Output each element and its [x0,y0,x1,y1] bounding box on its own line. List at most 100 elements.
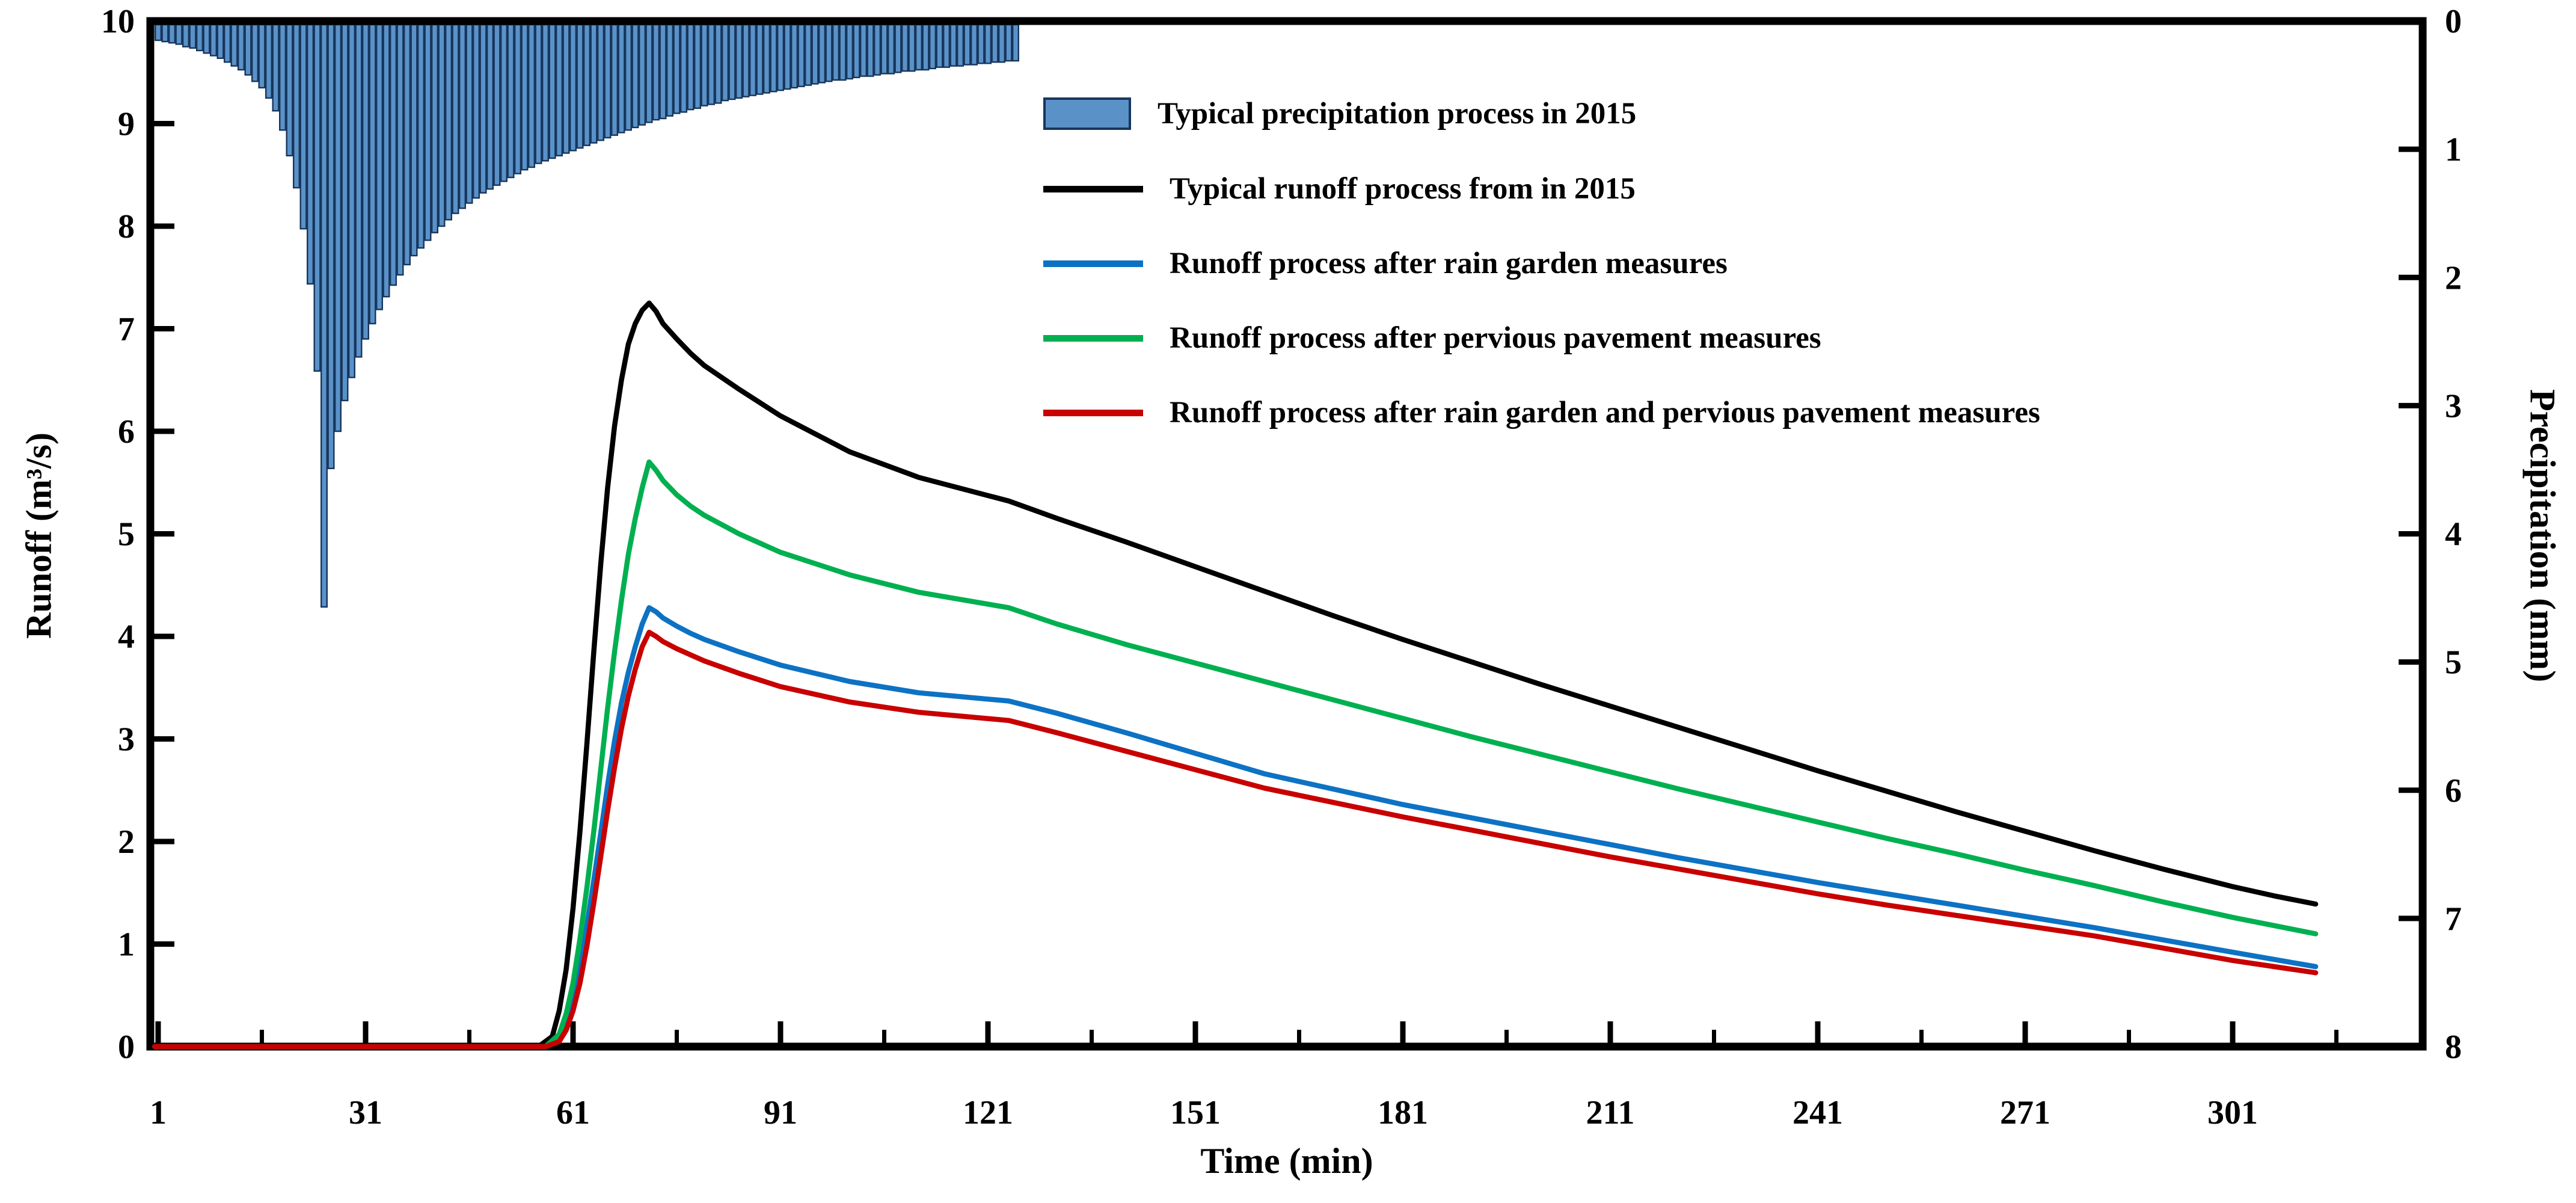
precip-bar [735,23,743,99]
pervious_pavement-line [152,459,2319,1050]
precip-bar [307,23,314,285]
rain_garden-line [152,605,2319,1050]
precip-bar [548,23,556,159]
x-axis-tick-label: 301 [2207,1094,2258,1131]
precip-bar [956,23,964,67]
precip-bar [880,23,888,75]
precip-bar [189,23,197,49]
precip-bar [542,23,550,162]
precip-bar [984,23,992,64]
left-axis-tick-label: 4 [118,618,135,656]
precip-bar [196,23,204,52]
precip-bar [873,23,881,76]
x-axis-tick-label: 91 [764,1094,797,1131]
precip-bar [679,23,687,113]
precip-bar [887,23,895,75]
precip-bar [818,23,826,84]
precip-bar [714,23,722,104]
precip-bar [382,23,390,298]
precip-bar [707,23,715,105]
precip-bar [928,23,936,70]
right-axis-tick-label: 8 [2445,1029,2462,1066]
precip-bar [161,23,169,43]
precip-bar [569,23,577,152]
precip-bar [313,23,321,372]
x-axis-tick-label: 211 [1586,1094,1635,1131]
left-axis-tick-label: 6 [118,413,135,451]
precip-bar [839,23,847,81]
precip-bar [825,23,833,82]
precip-bar [452,23,459,214]
precip-bar [279,23,287,131]
precip-bar [438,23,446,227]
precip-bar [348,23,356,378]
precip-bar [479,23,487,194]
left-axis-tick-label: 9 [118,106,135,143]
right-axis-tick-label: 7 [2445,900,2462,938]
precip-bar [866,23,874,77]
precip-bar [507,23,515,179]
precip-bar [417,23,425,249]
precip-bar [299,23,307,230]
precip-bar [631,23,639,129]
left-axis-title: Runoff (m³/s) [19,432,59,639]
precip-bar [168,23,176,44]
precip-bar [459,23,467,209]
precip-bar [776,23,784,91]
precip-bar [618,23,625,134]
x-axis-tick-label: 31 [349,1094,382,1131]
precip-bar [210,23,218,57]
precip-bar [320,23,328,608]
precip-bar [286,23,293,157]
typical_runoff-line [152,300,2319,1050]
precip-bar [811,23,819,85]
precip-bar [721,23,729,102]
left-axis-tick-label: 0 [118,1029,135,1066]
precip-bar [659,23,667,120]
precip-bar [756,23,764,95]
precip-bar [224,23,232,63]
precip-bar [728,23,736,100]
left-axis-tick-label: 8 [118,208,135,245]
precip-bar [514,23,522,174]
precip-bar [611,23,619,136]
x-axis-tick-label: 241 [1792,1094,1843,1131]
x-axis-tick-label: 61 [556,1094,590,1131]
precip-bar [624,23,632,131]
precip-bar [493,23,501,186]
precip-bar [1011,23,1019,62]
precip-bar [500,23,508,182]
precip-bar [845,23,853,80]
precip-bar [749,23,756,96]
precip-bar [853,23,860,79]
precip-bar [701,23,708,106]
precip-bar [638,23,646,126]
precip-bar [998,23,1005,63]
precip-bar [742,23,750,97]
left-axis-tick-label: 5 [118,516,135,553]
precip-bar [341,23,349,402]
x-axis-title: Time (min) [1200,1141,1373,1181]
precip-bar [465,23,473,204]
precip-bar [645,23,653,123]
precip-bar [244,23,252,76]
precip-bar [562,23,570,154]
precip-bar [583,23,591,146]
precip-bar [390,23,397,286]
precip-bar [977,23,985,64]
right-axis-tick-label: 4 [2445,516,2462,553]
precip-bar [576,23,584,149]
precip-bar [486,23,494,190]
precip-bar [410,23,418,257]
precip-bar [216,23,224,59]
precip-bar [908,23,916,72]
right-axis-tick-label: 5 [2445,644,2462,681]
precip-bar [230,23,238,67]
precip-bar [272,23,280,112]
precip-bar [790,23,798,89]
left-axis-tick-label: 10 [101,3,135,40]
x-axis-tick-label: 271 [2000,1094,2050,1131]
precip-bar [922,23,930,71]
